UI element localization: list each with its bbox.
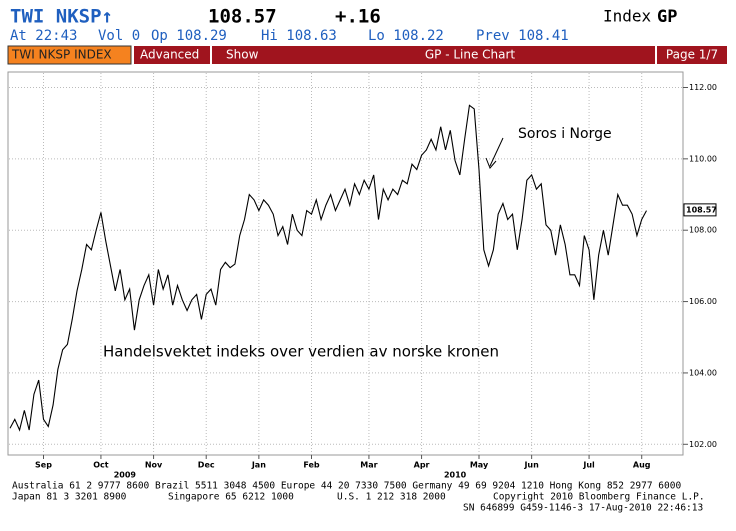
year-label: 2010 xyxy=(444,471,467,480)
index-label: Index xyxy=(603,7,652,26)
volume: Vol 0 xyxy=(98,28,140,44)
plot: 102.00 104.00 106.00 108.00 110.00 112.00 Sep O… xyxy=(9,73,717,480)
annotation: Handelsvektet indeks over verdien av nor… xyxy=(103,343,499,361)
footer: Copyright 2010 Bloomberg Finance L.P. xyxy=(493,492,705,503)
x-tick-label: Aug xyxy=(633,461,651,470)
last-price-box xyxy=(683,203,717,217)
x-tick-label: Jun xyxy=(523,461,539,470)
arrow-head xyxy=(485,157,497,169)
function: GP xyxy=(657,7,677,27)
change: +.16 xyxy=(335,6,381,28)
prev: Prev 108.41 xyxy=(476,28,569,44)
footer: Australia 61 2 9777 8600 Brazil 5511 304… xyxy=(12,481,681,492)
price-line xyxy=(9,104,647,432)
y-tick-label: 110.00 xyxy=(689,154,717,163)
footer: Singapore 65 6212 1000 xyxy=(168,492,294,503)
title-bar xyxy=(212,46,655,64)
footer: Japan 81 3 3201 8900 xyxy=(12,492,127,503)
y-tick-label: 112.00 xyxy=(689,83,717,92)
footer: U.S. 1 212 318 2000 xyxy=(337,492,446,503)
x-tick-label: Oct xyxy=(93,461,109,470)
x-tick-label: Mar xyxy=(360,461,377,470)
time: At 22:43 xyxy=(10,28,77,44)
page-box[interactable] xyxy=(657,46,727,64)
open: Op 108.29 xyxy=(151,28,227,44)
security[interactable]: TWI NKSP INDEX xyxy=(11,48,112,62)
show[interactable]: Show xyxy=(226,48,259,62)
y-tick-label: 106.00 xyxy=(689,297,717,306)
toolbar-title: GP - Line Chart xyxy=(425,48,516,62)
x-tick-label: Dec xyxy=(198,461,215,470)
high: Hi 108.63 xyxy=(261,28,337,44)
y-tick-label: 104.00 xyxy=(689,368,717,377)
x-tick-label: Nov xyxy=(145,461,163,470)
security-box[interactable] xyxy=(7,45,132,65)
x-tick-label: Jan xyxy=(251,461,266,470)
plot-frame xyxy=(7,71,684,456)
last-price-label: 108.57 xyxy=(686,205,717,214)
x-tick-label: Feb xyxy=(303,461,320,470)
advanced[interactable]: Advanced xyxy=(140,48,199,62)
annotation-arrow xyxy=(489,137,504,167)
y-tick-label: 102.00 xyxy=(689,440,717,449)
y-tick-label: 108.00 xyxy=(689,226,717,235)
x-tick-label: Apr xyxy=(414,461,430,470)
x-tick-label: May xyxy=(470,461,489,470)
low: Lo 108.22 xyxy=(368,28,444,44)
page[interactable]: Page 1/7 xyxy=(666,48,718,62)
advanced-button[interactable] xyxy=(134,46,210,64)
ticker: TWI NKSP↑ xyxy=(10,6,113,28)
year-label: 2009 xyxy=(114,471,137,480)
last-price: 108.57 xyxy=(208,6,277,28)
annotation: Soros i Norge xyxy=(518,126,612,142)
x-tick-label: Jul xyxy=(582,461,595,470)
footer: SN 646899 G459-1146-3 17-Aug-2010 22:46:… xyxy=(463,503,703,514)
x-tick-label: Sep xyxy=(35,461,52,470)
